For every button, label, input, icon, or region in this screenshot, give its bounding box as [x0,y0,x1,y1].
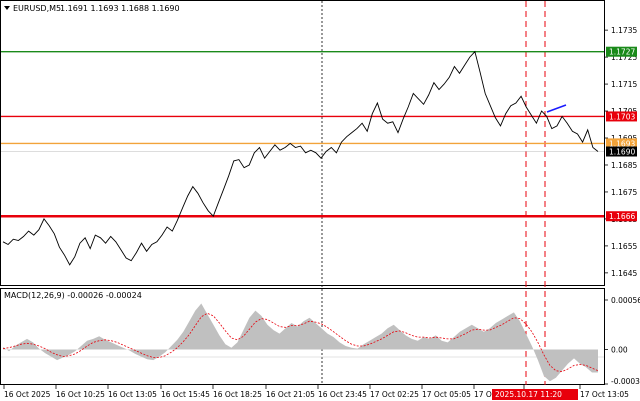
x-axis-tick-label: 16 Oct 15:45 [161,390,210,399]
price-level-tag-label: 1.1703 [609,112,635,121]
x-axis-highlight-tag [492,389,578,400]
x-axis-tick-label: 16 Oct 21:05 [266,390,315,399]
ohlc-readout: 1.1691 1.1693 1.1688 1.1690 [60,4,180,13]
x-axis-highlight-label: 2025.10.17 11:20 [495,390,562,399]
x-axis-tick-label: 17 Oct 13:05 [580,390,629,399]
x-axis-tick-label: 16 Oct 2025 [4,390,51,399]
y-axis-tick-label: 1.1685 [611,161,637,170]
x-axis-tick-label: 17 Oct 05:05 [422,390,471,399]
macd-signal-line [2,312,599,373]
y-axis-tick-label: 1.1675 [611,188,637,197]
price-level-tag [606,111,637,122]
chart-symbol-label: EURUSD,M5 [13,4,61,13]
price-series-line [2,50,599,266]
y-axis-tick-label: 1.1715 [611,80,637,89]
macd-label: MACD(12,26,9) -0.00026 -0.00024 [4,291,142,300]
price-level-tag-label: 1.1690 [609,148,635,157]
price-level-tag [606,138,637,149]
y-axis-tick-label: 1.1645 [611,269,637,278]
macd-histogram [3,303,598,382]
y-axis-tick-label: 1.1735 [611,26,637,35]
price-level-tag [606,46,637,57]
macd-axis-tick-label: -0.00039 [611,377,640,386]
x-axis-tick-label: 16 Oct 23:45 [318,390,367,399]
trend-line[interactable] [546,104,567,113]
price-level-tag [606,211,637,222]
y-axis-tick-label: 1.1655 [611,242,637,251]
price-level-tag-label: 1.1727 [609,48,635,57]
x-axis-tick-label: 16 Oct 10:25 [56,390,105,399]
x-axis-tick-label: 17 Oct 02:25 [370,390,419,399]
x-axis-tick-label: 16 Oct 13:05 [108,390,157,399]
price-level-tag-label: 1.1693 [609,139,635,148]
price-level-tag [606,146,637,157]
price-level-tag-label: 1.1666 [609,212,635,221]
macd-axis-tick-label: 0.00056 [611,296,640,305]
macd-axis-tick-label: 0.00 [611,346,628,355]
symbol-dropdown-icon[interactable] [4,6,10,10]
x-axis-tick-label: 16 Oct 18:25 [213,390,262,399]
y-axis-tick-label: 1.1725 [611,53,637,62]
